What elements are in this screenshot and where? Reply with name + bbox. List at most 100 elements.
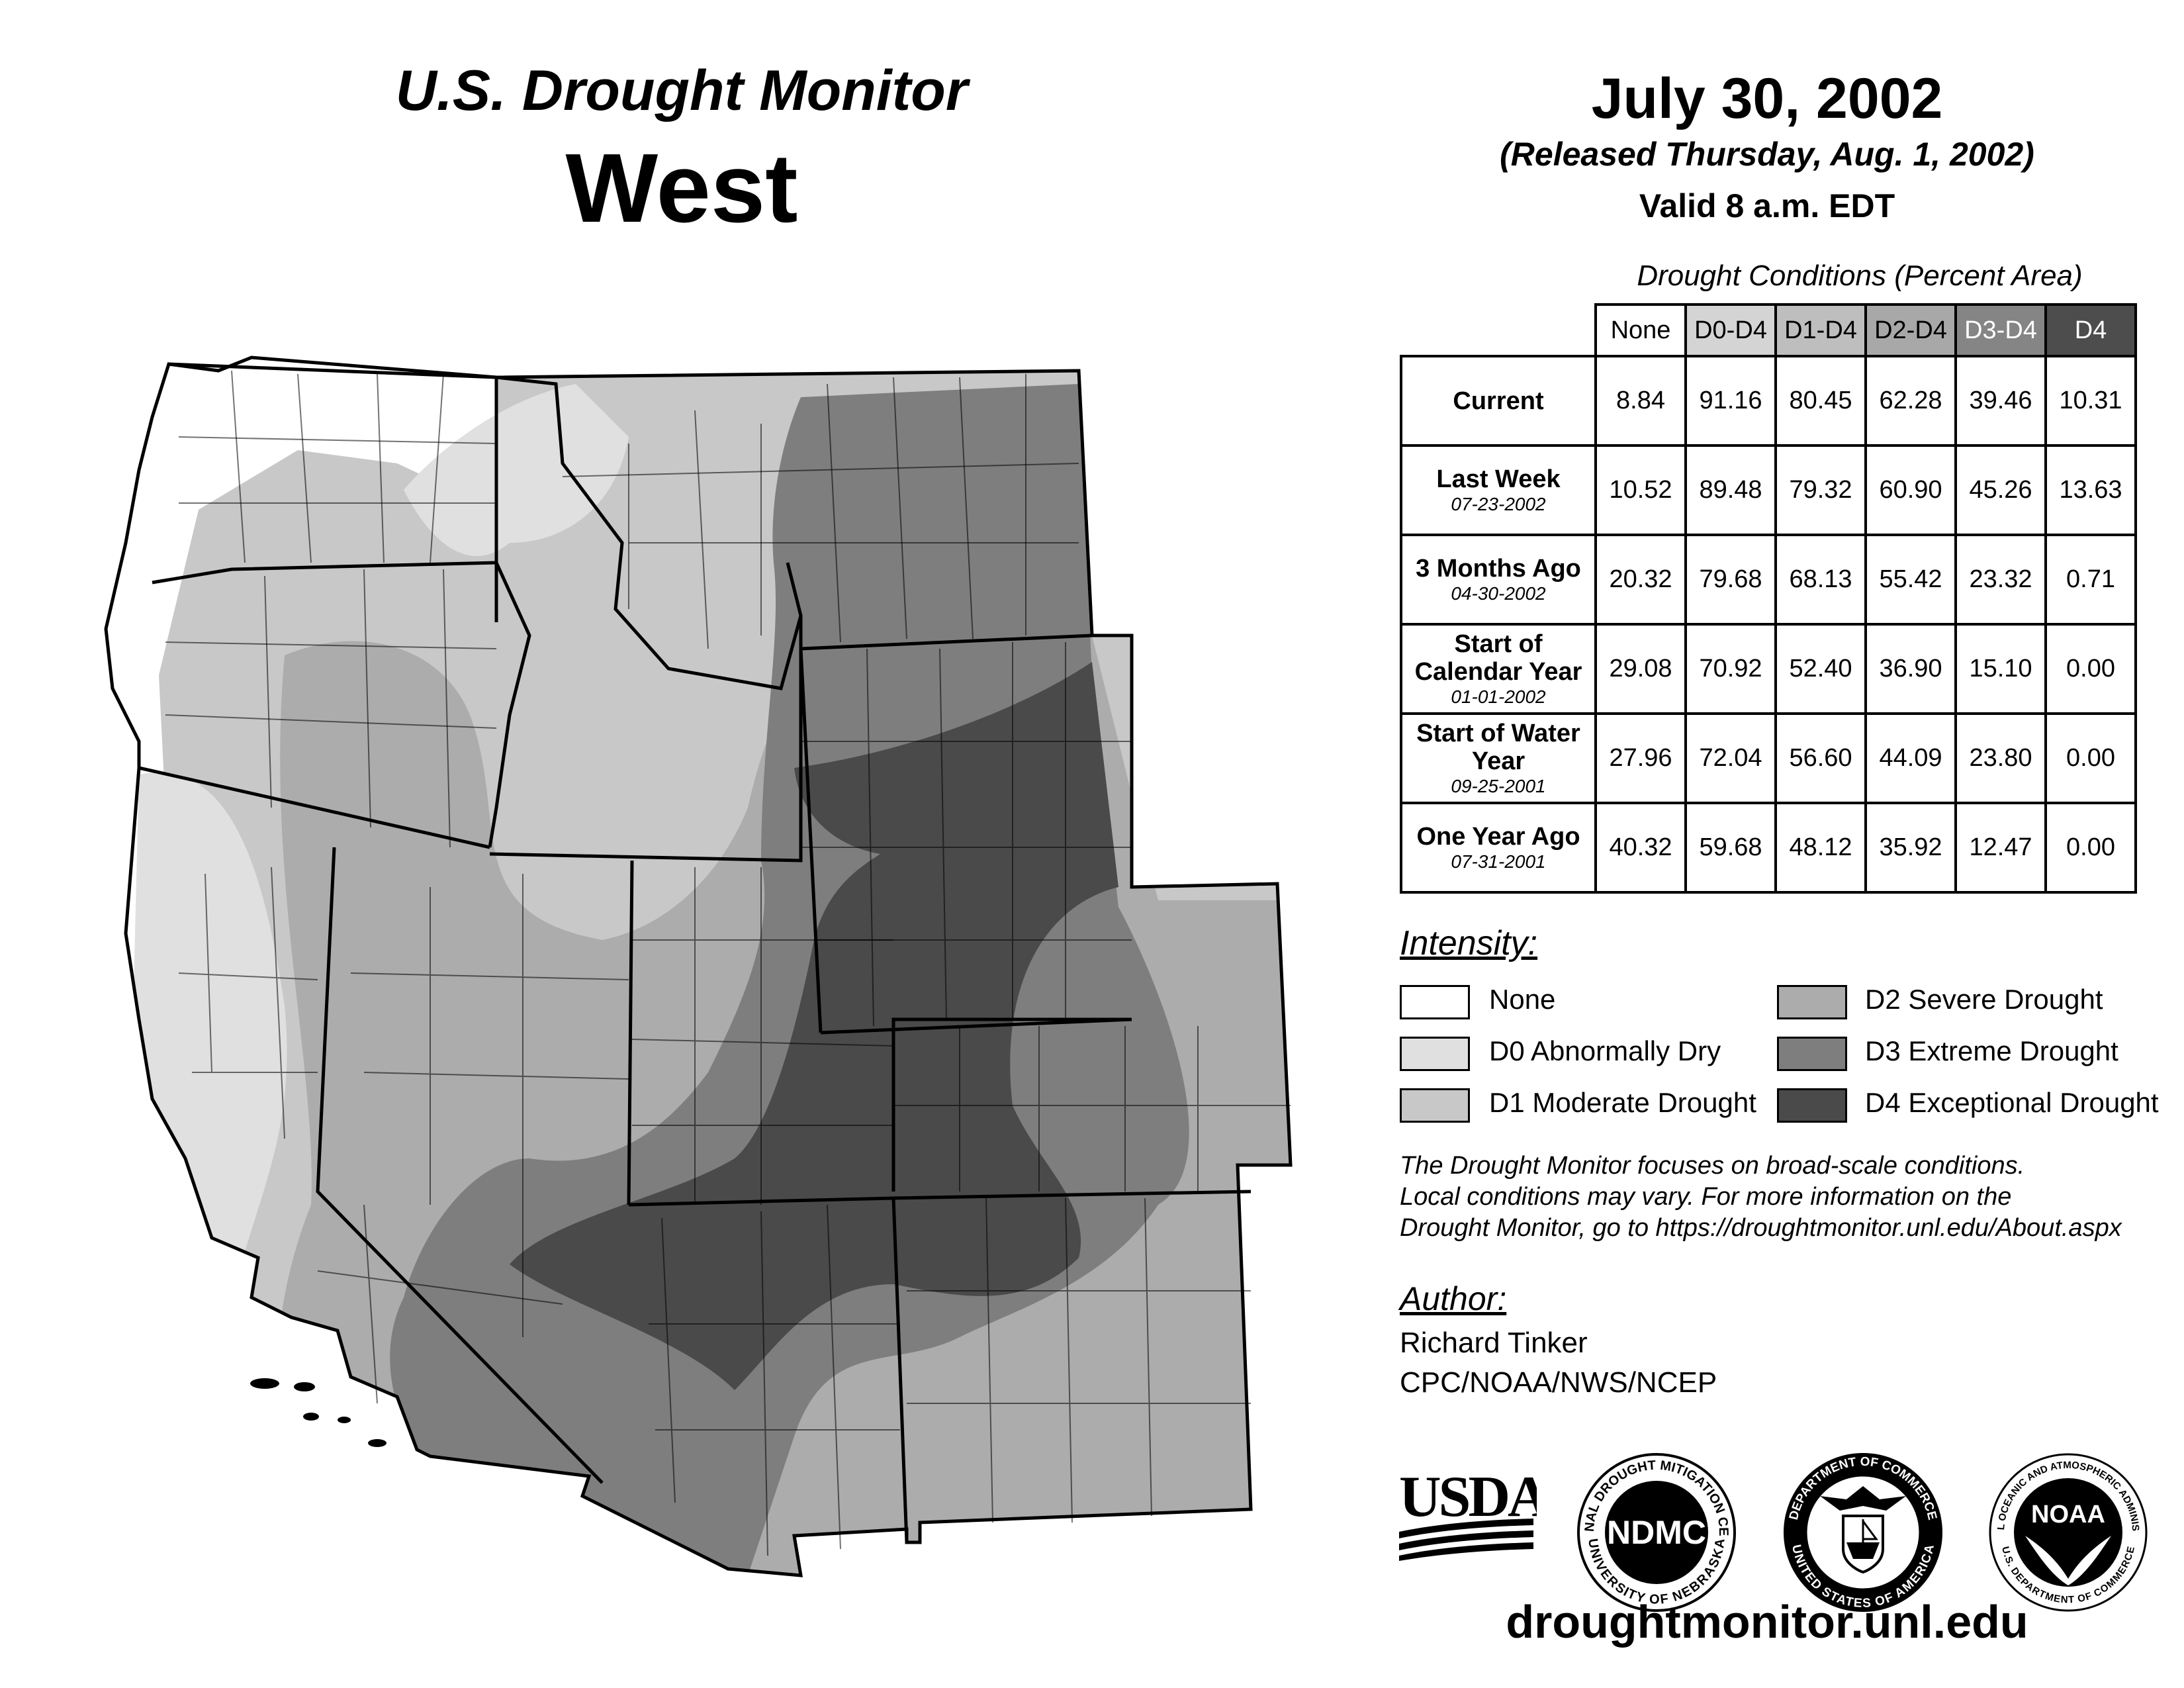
table-row: Start of Calendar Year 01-01-2002 29.08 70.… (1400, 623, 2137, 715)
table-cell: 56.60 (1774, 712, 1867, 804)
ut-co-border (891, 1017, 1132, 1192)
usda-logo-text: USDA (1399, 1465, 1537, 1529)
table-cell: 20.32 (1594, 534, 1687, 626)
table-row: Current 8.84 91.16 80.45 62.28 39.46 10.31 (1400, 355, 2137, 447)
table-cell: 15.10 (1954, 623, 2047, 715)
table-cell: 89.48 (1684, 444, 1777, 536)
row-date: 01-01-2002 (1451, 686, 1546, 707)
row-label-text: Start of Water Year (1416, 719, 1580, 775)
table-cell: 68.13 (1774, 534, 1867, 626)
table-cell: 8.84 (1594, 355, 1687, 447)
legend-label-d4: D4 Exceptional Drought (1865, 1087, 2159, 1118)
note-line: Drought Monitor, go to https://droughtmo… (1400, 1214, 2122, 1242)
row-label-text: Current (1453, 387, 1544, 415)
table-header-row: None D0-D4 D1-D4 D2-D4 D3-D4 D4 (1401, 303, 2137, 357)
table-cell: 48.12 (1774, 802, 1867, 894)
drought-conditions-table: None D0-D4 D1-D4 D2-D4 D3-D4 D4 Current 8… (1400, 303, 2137, 894)
author-organization: CPC/NOAA/NWS/NCEP (1400, 1366, 1717, 1399)
ndmc-logo: NATIONAL DROUGHT MITIGATION CENTER UNIVE… (1574, 1450, 1736, 1612)
table-cell: 12.47 (1954, 802, 2047, 894)
table-cell: 27.96 (1594, 712, 1687, 804)
ca-nv-border (316, 847, 604, 1484)
legend-swatch-d3 (1777, 1037, 1847, 1071)
map-title: U.S. Drought Monitor (395, 59, 968, 122)
row-label: Start of Calendar Year 01-01-2002 (1400, 623, 1597, 715)
row-label: Start of Water Year 09-25-2001 (1400, 712, 1597, 804)
author-name: Richard Tinker (1400, 1327, 1588, 1359)
table-row: Start of Water Year 09-25-2001 27.96 72.04 5… (1400, 712, 2137, 804)
wy-co-border (820, 1017, 1132, 1035)
channel-islands (250, 1378, 387, 1447)
az-nm-border (891, 1197, 909, 1543)
nv-ut-border (627, 860, 634, 1205)
column-header: D0-D4 (1684, 303, 1777, 357)
table-cell: 72.04 (1684, 712, 1777, 804)
release-date: (Released Thursday, Aug. 1, 2002) (1500, 136, 2034, 173)
or-id-border (488, 561, 531, 848)
table-cell: 13.63 (2044, 444, 2137, 536)
column-header: D1-D4 (1774, 303, 1867, 357)
abnormally-dry-area-north (404, 384, 629, 557)
table-cell: 79.68 (1684, 534, 1777, 626)
table-cell: 35.92 (1864, 802, 1957, 894)
legend-swatch-d1 (1400, 1088, 1470, 1123)
table-cell: 79.32 (1774, 444, 1867, 536)
table-cell: 60.90 (1864, 444, 1957, 536)
legend-swatch-none (1400, 985, 1470, 1019)
column-header: D2-D4 (1864, 303, 1957, 357)
column-header: D3-D4 (1954, 303, 2047, 357)
wa-north-border (168, 362, 497, 379)
legend-swatch-d4 (1777, 1088, 1847, 1123)
table-cell: 39.46 (1954, 355, 2047, 447)
row-date: 07-31-2001 (1451, 851, 1546, 872)
legend-swatch-d0 (1400, 1037, 1470, 1071)
legend-label-d1: D1 Moderate Drought (1489, 1087, 1756, 1118)
or-ca-nv-border (138, 766, 490, 849)
row-date: 07-23-2002 (1451, 493, 1546, 514)
exceptional-drought-area (510, 662, 1118, 1390)
table-cell: 70.92 (1684, 623, 1777, 715)
note-line: The Drought Monitor focuses on broad-sca… (1400, 1152, 2025, 1180)
legend-label-d2: D2 Severe Drought (1865, 984, 2103, 1015)
table-cell: 0.00 (2044, 802, 2137, 894)
table-cell: 91.16 (1684, 355, 1777, 447)
table-cell: 55.42 (1864, 534, 1957, 626)
legend-label-d0: D0 Abnormally Dry (1489, 1035, 1721, 1066)
row-label: 3 Months Ago 04-30-2002 (1400, 534, 1597, 626)
row-label: One Year Ago 07-31-2001 (1400, 802, 1597, 894)
table-cell: 23.80 (1954, 712, 2047, 804)
table-cell: 0.00 (2044, 712, 2137, 804)
id-mt-border (496, 375, 803, 690)
department-of-commerce-seal: DEPARTMENT OF COMMERCE UNITED STATES OF … (1784, 1453, 1942, 1612)
table-cell: 0.71 (2044, 534, 2137, 626)
row-label-text: 3 Months Ago (1416, 554, 1581, 583)
row-label: Last Week 07-23-2002 (1400, 444, 1597, 536)
noaa-logo-text: NOAA (2031, 1501, 2105, 1528)
drought-map (99, 344, 1304, 1602)
table-row: One Year Ago 07-31-2001 40.32 59.68 48.12 35.… (1400, 802, 2137, 894)
table-cell: 23.32 (1954, 534, 2047, 626)
table-cell: 44.09 (1864, 712, 1957, 804)
table-row: Last Week 07-23-2002 10.52 89.48 79.32 60.90 4… (1400, 444, 2137, 536)
table-cell: 52.40 (1774, 623, 1867, 715)
table-cell: 29.08 (1594, 623, 1687, 715)
noaa-logo: NATIONAL OCEANIC AND ATMOSPHERIC ADMINIS… (1985, 1450, 2148, 1612)
ndmc-logo-text: NDMC (1607, 1514, 1706, 1551)
table-cell: 10.31 (2044, 355, 2137, 447)
row-label-text: Last Week (1436, 465, 1561, 493)
table-cell: 62.28 (1864, 355, 1957, 447)
column-header: D4 (2044, 303, 2137, 357)
table-cell: 59.68 (1684, 802, 1777, 894)
column-header: None (1594, 303, 1687, 357)
legend-label-d3: D3 Extreme Drought (1865, 1035, 2118, 1066)
row-label-text: One Year Ago (1416, 822, 1580, 851)
legend-swatch-d2 (1777, 985, 1847, 1019)
legend-title: Intensity: (1400, 924, 1538, 962)
table-row: 3 Months Ago 04-30-2002 20.32 79.68 68.13 55.… (1400, 534, 2137, 626)
row-label: Current (1400, 355, 1597, 447)
table-caption: Drought Conditions (Percent Area) (1637, 259, 2083, 292)
map-date: July 30, 2002 (1591, 67, 1943, 130)
table-cell: 10.52 (1594, 444, 1687, 536)
legend-label-none: None (1489, 984, 1556, 1015)
wy-west-border (799, 648, 823, 1033)
